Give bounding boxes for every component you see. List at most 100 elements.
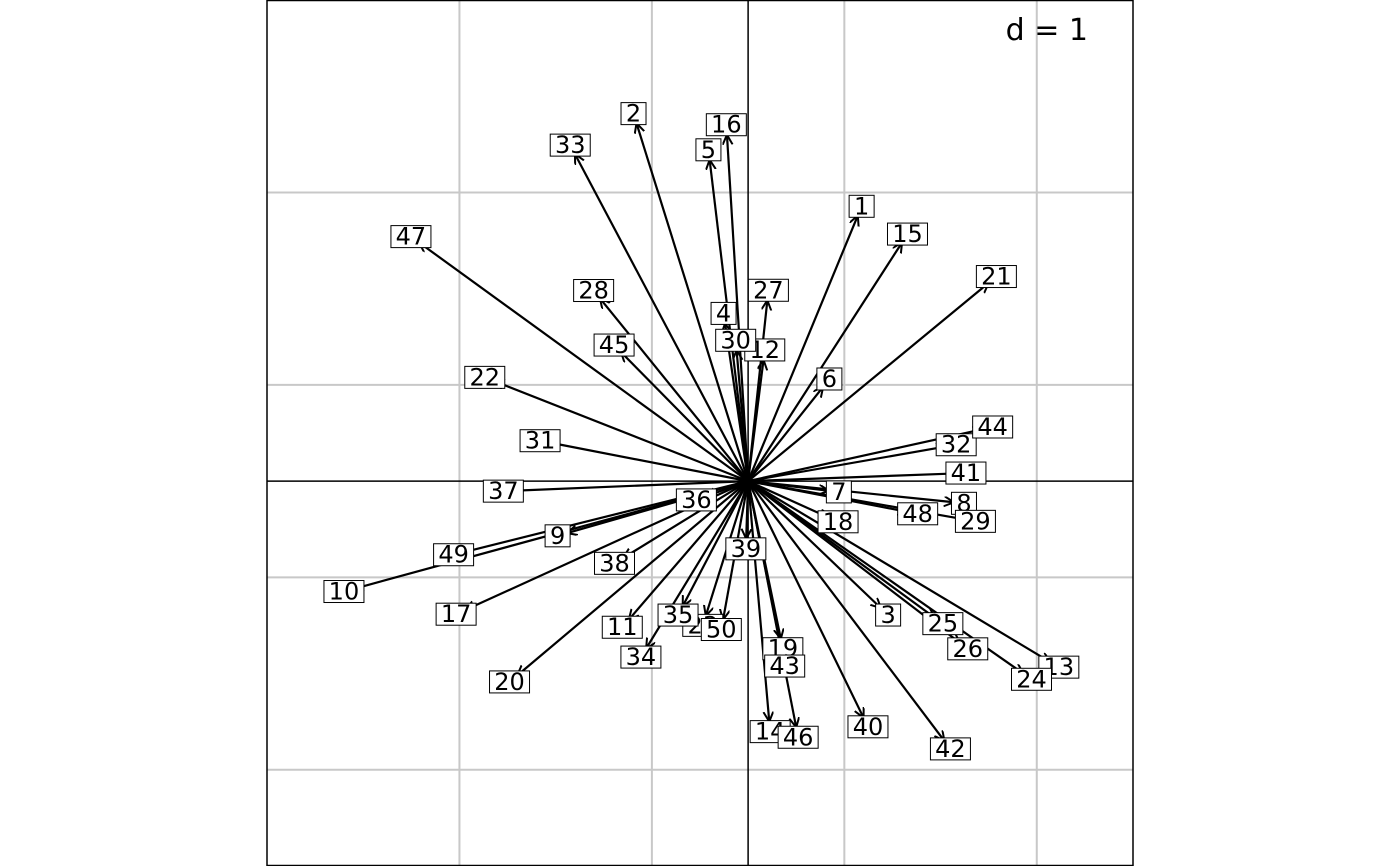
- arrow-label-text: 34: [626, 643, 657, 671]
- arrow-label-text: 47: [396, 223, 427, 251]
- arrow-label-box: [747, 278, 789, 302]
- arrow-label-45: 45: [593, 331, 635, 359]
- arrow-label-box: [482, 479, 524, 503]
- arrow-label-34: 34: [620, 643, 662, 671]
- arrow-39: [746, 481, 748, 539]
- arrow-label-text: 45: [599, 331, 630, 359]
- arrow-label-box: [922, 612, 964, 636]
- arrow-label-text: 49: [438, 541, 469, 569]
- arrow-label-37: 37: [482, 477, 524, 505]
- arrow-22: [494, 381, 749, 483]
- arrow-label-text: 11: [607, 613, 638, 641]
- arrow-label-box: [1011, 667, 1053, 691]
- arrow-label-29: 29: [954, 507, 996, 535]
- arrow-label-35: 35: [657, 601, 699, 629]
- arrow-47: [419, 242, 749, 483]
- arrow-labels: 1234567891011121314151617181920212223242…: [323, 100, 1080, 763]
- arrow-label-text: 32: [941, 431, 972, 459]
- arrow-label-text: 42: [935, 735, 966, 763]
- arrow-label-43: 43: [764, 652, 806, 680]
- arrow-label-text: 15: [892, 220, 923, 248]
- arrow-33: [575, 154, 750, 482]
- arrow-label-text: 9: [550, 522, 565, 550]
- arrow-45: [621, 352, 749, 482]
- arrow-label-box: [825, 480, 852, 504]
- arrow-label-text: 17: [441, 600, 472, 628]
- arrow-label-text: 39: [731, 535, 762, 563]
- arrow-label-32: 32: [935, 431, 977, 459]
- arrow-label-18: 18: [817, 508, 859, 536]
- arrow-18: [747, 480, 829, 518]
- arrow-label-box: [593, 333, 635, 357]
- arrow-label-text: 1: [854, 192, 869, 220]
- arrow-40: [747, 480, 863, 718]
- arrow-label-text: 36: [681, 486, 712, 514]
- arrow-label-38: 38: [594, 549, 636, 577]
- arrow-16: [727, 135, 750, 482]
- arrow-37: [513, 480, 749, 491]
- arrow-31: [550, 443, 749, 483]
- arrow-label-box: [975, 265, 1017, 289]
- arrow-label-15: 15: [886, 220, 928, 248]
- arrow-label-text: 31: [525, 427, 556, 455]
- arrow-label-box: [848, 194, 875, 218]
- arrow-label-22: 22: [464, 363, 506, 391]
- arrow-46: [747, 480, 796, 727]
- arrow-label-text: 4: [716, 299, 731, 327]
- arrow-1: [747, 216, 858, 482]
- arrow-label-box: [489, 670, 531, 694]
- arrow-label-text: 24: [1016, 665, 1047, 693]
- arrow-42: [747, 480, 944, 741]
- arrow-label-text: 27: [753, 276, 784, 304]
- arrow-label-24: 24: [1011, 665, 1053, 693]
- arrow-label-box: [897, 502, 939, 526]
- arrow-label-box: [816, 367, 843, 391]
- arrow-label-text: 3: [880, 601, 895, 629]
- arrow-41: [748, 473, 956, 483]
- arrow-label-box: [549, 133, 591, 157]
- arrow-label-46: 46: [777, 723, 819, 751]
- arrow-label-10: 10: [323, 578, 365, 606]
- arrow-label-box: [620, 645, 662, 669]
- arrow-label-box: [323, 580, 365, 604]
- arrow-label-box: [435, 602, 477, 626]
- arrow-label-text: 21: [981, 263, 1012, 291]
- arrow-label-box: [945, 461, 987, 485]
- arrow-label-text: 38: [599, 549, 630, 577]
- arrow-label-text: 50: [706, 616, 737, 644]
- arrow-label-17: 17: [435, 600, 477, 628]
- arrow-label-box: [954, 509, 996, 533]
- arrow-label-text: 20: [494, 668, 525, 696]
- arrow-6: [747, 387, 823, 482]
- arrow-label-1: 1: [848, 192, 875, 220]
- arrow-32: [747, 446, 946, 483]
- arrow-label-28: 28: [573, 277, 615, 305]
- arrow-label-5: 5: [695, 136, 722, 164]
- arrow-label-box: [601, 615, 643, 639]
- arrow-30: [737, 350, 750, 482]
- arrow-label-box: [710, 301, 737, 325]
- arrow-11: [629, 480, 749, 620]
- arrow-2: [636, 123, 750, 482]
- arrow-label-9: 9: [544, 522, 571, 550]
- arrow-label-49: 49: [433, 541, 475, 569]
- zero-axes: [267, 0, 1133, 866]
- arrow-label-16: 16: [705, 111, 747, 139]
- arrow-label-39: 39: [725, 535, 767, 563]
- arrow-label-text: 26: [952, 635, 983, 663]
- arrow-label-box: [657, 603, 699, 627]
- arrow-label-33: 33: [549, 131, 591, 159]
- scale-label: d = 1: [1006, 13, 1088, 48]
- arrow-label-text: 30: [720, 326, 751, 354]
- arrow-label-text: 25: [928, 610, 959, 638]
- arrow-label-box: [725, 537, 767, 561]
- arrow-label-box: [777, 725, 819, 749]
- arrow-label-box: [695, 138, 722, 162]
- arrow-label-text: 33: [555, 131, 586, 159]
- arrow-label-48: 48: [897, 500, 939, 528]
- arrow-label-3: 3: [875, 601, 902, 629]
- arrow-label-text: 7: [831, 478, 846, 506]
- arrow-label-25: 25: [922, 610, 964, 638]
- arrow-label-text: 16: [711, 111, 742, 139]
